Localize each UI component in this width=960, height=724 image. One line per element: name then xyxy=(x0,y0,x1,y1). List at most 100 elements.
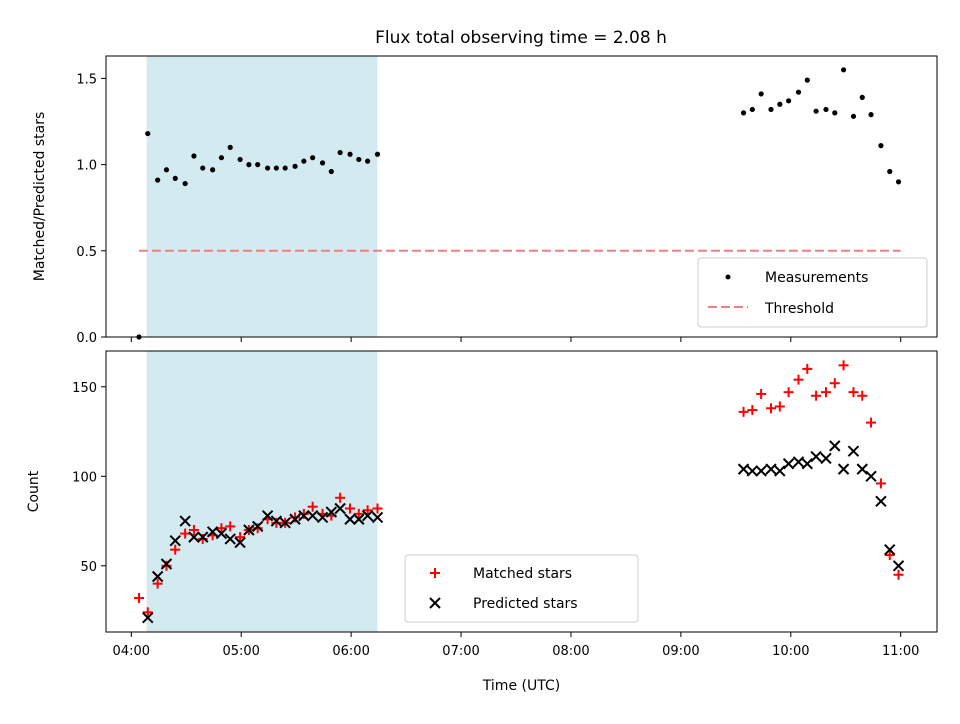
predicted-star-point xyxy=(234,536,246,549)
matched-star-point xyxy=(252,523,263,534)
x-tick-label: 07:00 xyxy=(442,644,479,659)
y-tick-label: 150 xyxy=(72,381,97,396)
marker-stroke xyxy=(325,506,338,518)
marker-stroke xyxy=(353,513,365,525)
bottom-y-ticks: 50 100 150 xyxy=(72,381,106,575)
marker-stroke xyxy=(270,515,283,527)
matched-star-point xyxy=(866,417,877,428)
matched-star-point xyxy=(188,524,199,535)
predicted-star-point xyxy=(160,558,173,570)
y-tick-label: 0.0 xyxy=(76,331,97,346)
legend-cross xyxy=(429,597,441,609)
predicted-star-point xyxy=(782,458,795,470)
marker-stroke xyxy=(774,465,786,477)
measurement-point xyxy=(264,165,271,171)
matched-star-point xyxy=(802,363,813,374)
matched-star-point xyxy=(142,607,153,618)
predicted-star-point xyxy=(755,465,767,477)
y-tick-label: 1.5 xyxy=(76,72,97,87)
measurement-point xyxy=(145,130,151,137)
marker-stroke xyxy=(169,535,181,547)
measurement-point xyxy=(282,165,288,171)
predicted-star-point xyxy=(215,527,228,540)
measurement-point xyxy=(804,77,810,83)
measurement-point xyxy=(227,144,233,150)
matched-star-point xyxy=(829,378,840,389)
measurement-point xyxy=(310,155,316,161)
observing-window-shade-top xyxy=(146,56,378,337)
predicted-star-point xyxy=(251,520,264,533)
matched-star-point xyxy=(783,387,794,398)
measurement-point xyxy=(155,177,161,183)
top-x-ticks xyxy=(130,337,902,342)
x-tick-label: 09:00 xyxy=(662,644,699,659)
measurement-point xyxy=(182,180,188,187)
marker-stroke xyxy=(892,560,905,572)
matched-star-point xyxy=(271,517,282,528)
marker-stroke xyxy=(306,509,319,522)
matched-star-point xyxy=(335,492,346,503)
matched-star-point xyxy=(738,406,749,417)
marker-stroke xyxy=(837,463,850,475)
predicted-star-point xyxy=(820,452,832,465)
predicted-star-point xyxy=(353,513,365,525)
marker-stroke xyxy=(188,531,200,543)
matched-star-point xyxy=(307,501,318,512)
predicted-star-point xyxy=(737,463,750,475)
x-tick-label: 11:00 xyxy=(882,644,919,659)
bottom-panel: 50 100 150 04:00 05:00 06:00 07:00 08:00 09:00 1… xyxy=(26,350,938,694)
predicted-star-point xyxy=(169,535,181,547)
measurement-point xyxy=(200,165,206,171)
marker-stroke xyxy=(884,543,896,556)
marker-stroke xyxy=(344,513,356,525)
measurement-point xyxy=(878,143,884,149)
measurement-point xyxy=(328,168,334,175)
measurement-point xyxy=(374,151,381,157)
x-tick-label: 05:00 xyxy=(222,644,259,659)
marker-stroke xyxy=(279,517,291,529)
measurement-point xyxy=(887,168,893,175)
marker-stroke xyxy=(261,509,274,522)
bottom-axes-frame xyxy=(105,350,938,633)
measurement-point xyxy=(356,156,362,163)
y-tick-label: 1.0 xyxy=(76,159,97,174)
bottom-x-ticks: 04:00 05:00 06:00 07:00 08:00 09:00 10:00 11:00 xyxy=(113,632,919,659)
marker-stroke xyxy=(251,520,264,533)
marker-stroke xyxy=(206,526,219,538)
marker-stroke xyxy=(801,458,814,470)
legend-measurements-label: Measurements xyxy=(765,270,868,286)
predicted-star-point xyxy=(334,502,346,515)
predicted-star-point xyxy=(289,513,301,525)
predicted-star-point xyxy=(344,513,356,525)
predicted-star-point xyxy=(142,611,154,624)
predicted-star-point xyxy=(279,517,291,529)
predicted-star-point xyxy=(270,515,283,527)
matched-star-point xyxy=(197,533,208,544)
marker-stroke xyxy=(215,527,228,540)
top-legend: Measurements Threshold xyxy=(697,257,928,328)
predicted-star-point xyxy=(892,560,905,572)
measurement-point xyxy=(795,89,802,95)
marker-stroke xyxy=(316,511,329,524)
predicted-star-point xyxy=(361,509,374,522)
legend-predicted-label: Predicted stars xyxy=(473,596,578,612)
matched-star-point xyxy=(838,360,849,371)
matched-star-point xyxy=(152,578,163,589)
matched-star-point xyxy=(793,374,804,385)
legend-threshold-label: Threshold xyxy=(764,301,834,317)
y-tick-label: 100 xyxy=(72,470,97,485)
matched-star-point xyxy=(848,387,859,398)
measurement-point xyxy=(740,110,747,116)
measurement-point xyxy=(365,158,371,164)
marker-stroke xyxy=(160,558,173,570)
marker-stroke xyxy=(875,495,887,508)
predicted-star-point xyxy=(188,531,200,543)
predicted-star-point xyxy=(801,458,814,470)
measurement-point xyxy=(895,179,902,185)
matched-star-point xyxy=(857,390,868,401)
matched-star-point xyxy=(161,560,172,571)
top-y-axis-label: Matched/Predicted stars xyxy=(32,112,48,282)
measurement-point xyxy=(832,110,838,116)
predicted-star-point xyxy=(810,450,822,463)
